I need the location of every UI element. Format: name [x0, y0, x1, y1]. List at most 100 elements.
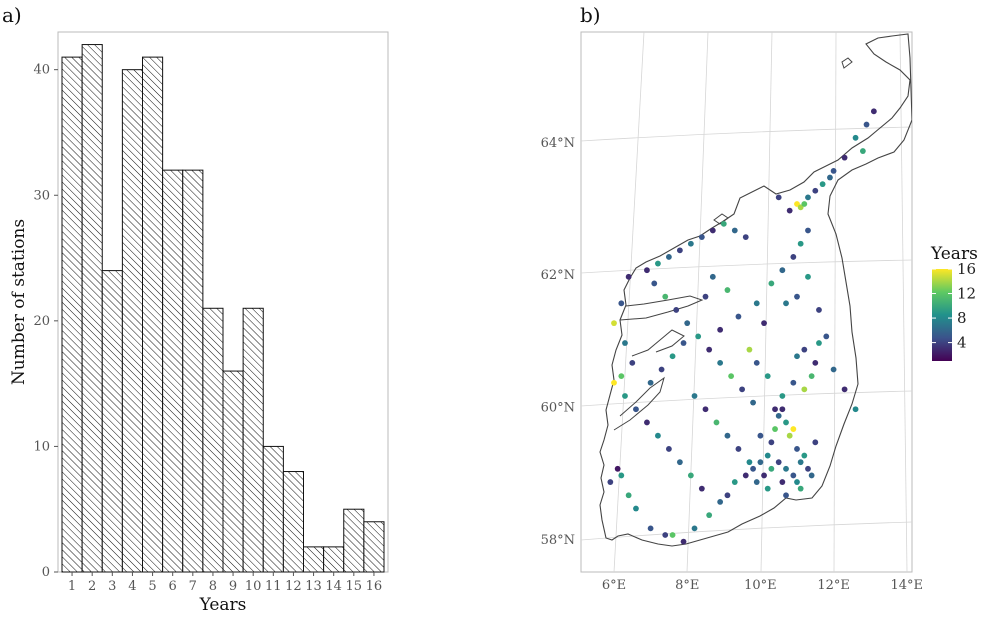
station-point-130	[841, 386, 848, 393]
x-tick-label-5: 5	[148, 579, 156, 594]
graticule-lat-60	[581, 390, 912, 407]
bar-14	[323, 546, 345, 573]
lat-tick-label-64: 64°N	[541, 136, 575, 151]
x-tick-label-3: 3	[108, 579, 116, 594]
station-point-2	[607, 479, 614, 485]
bar-series	[61, 44, 385, 573]
y-axis-ticks: 0 10 20 30 40	[33, 63, 58, 580]
lon-tick-label-8: 8°E	[675, 578, 699, 593]
lat-tick-label-58: 58°N	[541, 533, 575, 548]
fjord-inlet-central	[631, 329, 685, 357]
station-point-120	[709, 273, 716, 280]
station-point-45	[812, 359, 819, 366]
station-point-70	[625, 273, 632, 280]
station-point-43	[801, 386, 808, 393]
station-point-76	[611, 379, 617, 386]
bar-1	[61, 56, 83, 573]
station-point-104	[805, 194, 811, 201]
station-point-17	[764, 452, 771, 459]
longitude-ticks: 6°E 8°E 10°E 12°E 14°E	[602, 578, 923, 593]
station-point-90	[702, 406, 709, 413]
station-point-20	[775, 412, 782, 419]
station-point-52	[728, 373, 735, 380]
station-point-63	[676, 247, 683, 254]
station-point-55	[695, 333, 702, 340]
station-point-119	[764, 373, 771, 380]
station-point-62	[666, 254, 672, 260]
station-point-73	[622, 340, 628, 346]
legend-ticks: 16 12 8 4	[932, 260, 976, 352]
station-point-71	[618, 300, 625, 307]
station-point-8	[680, 538, 687, 545]
station-point-67	[720, 220, 727, 227]
station-point-25	[794, 446, 800, 452]
coast-island-west	[713, 213, 729, 225]
station-point-69	[742, 234, 749, 241]
station-point-68	[731, 227, 738, 234]
station-point-106	[819, 181, 826, 188]
x-tick-label-1: 1	[68, 579, 76, 594]
station-point-91	[713, 419, 720, 426]
station-point-132	[783, 492, 789, 499]
station-point-81	[666, 446, 672, 452]
bar-4	[121, 69, 143, 573]
station-point-86	[658, 366, 665, 373]
map-area	[581, 0, 912, 572]
fjord-inlet-south	[613, 376, 665, 431]
station-point-27	[801, 452, 808, 459]
station-point-5	[647, 525, 654, 532]
station-point-0	[614, 465, 621, 472]
lon-tick-label-6: 6°E	[602, 578, 626, 593]
station-point-37	[764, 485, 771, 492]
station-point-77	[622, 393, 628, 399]
station-point-19	[772, 426, 778, 432]
bar-13	[303, 546, 325, 573]
lat-tick-label-60: 60°N	[541, 401, 575, 416]
station-point-31	[768, 465, 775, 472]
station-point-112	[859, 148, 866, 154]
station-point-21	[779, 406, 786, 413]
station-point-84	[698, 485, 705, 492]
station-point-128	[816, 307, 822, 313]
graticule-lat-66	[581, 0, 912, 10]
station-point-123	[735, 313, 742, 320]
station-point-59	[651, 280, 658, 287]
graticule-lon-14	[899, 32, 908, 572]
bar-15	[343, 508, 365, 573]
station-point-53	[717, 359, 724, 366]
station-point-34	[790, 472, 797, 479]
station-point-14	[742, 472, 749, 479]
station-point-16	[757, 459, 764, 466]
legend-tick-label-12: 12	[957, 285, 976, 303]
station-point-110	[863, 121, 870, 128]
station-points	[607, 108, 877, 545]
lat-tick-label-62: 62°N	[541, 268, 575, 283]
x-tick-label-6: 6	[169, 579, 177, 594]
x-tick-label-7: 7	[189, 579, 197, 594]
station-point-88	[680, 340, 687, 346]
bar-12	[282, 471, 304, 573]
lon-tick-label-10: 10°E	[744, 578, 777, 593]
station-point-94	[746, 459, 753, 466]
station-point-131	[852, 406, 859, 413]
station-point-79	[644, 419, 650, 426]
x-tick-label-15: 15	[346, 579, 363, 594]
station-point-103	[801, 201, 808, 207]
graticule-lon-12	[833, 32, 837, 572]
x-tick-label-16: 16	[366, 579, 383, 594]
y-tick-label-30: 30	[33, 188, 50, 203]
x-tick-label-14: 14	[325, 579, 342, 594]
station-point-108	[841, 154, 848, 161]
x-tick-label-4: 4	[128, 579, 136, 594]
station-point-56	[684, 320, 691, 327]
station-point-65	[698, 234, 705, 241]
station-point-24	[790, 426, 797, 432]
station-point-26	[797, 459, 804, 466]
x-tick-label-2: 2	[88, 579, 96, 594]
station-point-42	[790, 379, 797, 386]
bar-5	[142, 56, 164, 573]
station-point-41	[779, 393, 786, 399]
station-point-13	[731, 479, 738, 485]
bar-8	[202, 307, 224, 573]
station-point-35	[794, 479, 800, 485]
